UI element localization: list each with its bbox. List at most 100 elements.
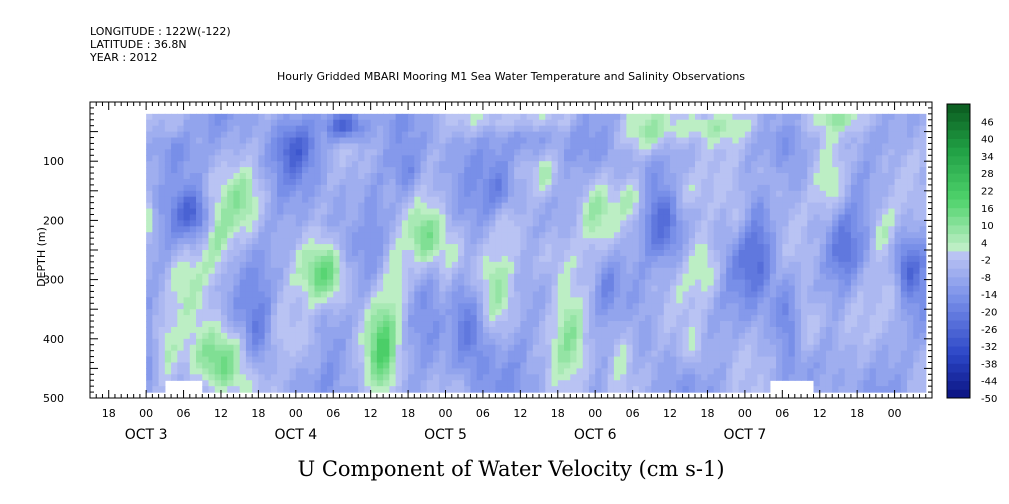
heatmap-cell <box>314 374 322 381</box>
heatmap-cell <box>601 113 609 121</box>
heatmap-cell <box>539 326 546 334</box>
heatmap-cell <box>457 332 465 340</box>
heatmap-cell <box>439 344 447 352</box>
heatmap-cell <box>264 137 272 145</box>
heatmap-cell <box>395 273 403 281</box>
heatmap-cell <box>645 362 652 369</box>
heatmap-cell <box>158 190 166 198</box>
heatmap-cell <box>807 113 815 121</box>
heatmap-cell <box>433 149 440 156</box>
heatmap-cell <box>564 291 571 298</box>
heatmap-cell <box>439 303 447 310</box>
heatmap-cell <box>433 368 440 375</box>
heatmap-cell <box>270 167 278 174</box>
heatmap-cell <box>376 315 384 322</box>
heatmap-cell <box>320 368 328 375</box>
heatmap-cell <box>439 255 447 263</box>
heatmap-cell <box>495 119 503 127</box>
heatmap-cell <box>439 279 447 287</box>
heatmap-cell <box>601 149 609 156</box>
heatmap-cell <box>364 155 372 162</box>
heatmap-cell <box>719 119 727 127</box>
heatmap-cell <box>376 386 384 393</box>
heatmap-cell <box>414 238 422 245</box>
heatmap-cell <box>252 291 259 298</box>
heatmap-cell <box>252 350 259 358</box>
heatmap-cell <box>227 255 235 263</box>
heatmap-cell <box>152 149 160 156</box>
heatmap-cell <box>164 143 172 150</box>
heatmap-cell <box>351 332 359 340</box>
heatmap-cell <box>183 350 191 358</box>
heatmap-cell <box>258 220 266 227</box>
heatmap-cell <box>239 368 247 375</box>
heatmap-cell <box>726 326 734 334</box>
heatmap-cell <box>794 173 802 180</box>
heatmap-cell <box>320 255 328 263</box>
heatmap-cell <box>389 309 397 316</box>
heatmap-cell <box>177 344 185 352</box>
heatmap-cell <box>351 261 359 269</box>
heatmap-cell <box>719 297 727 304</box>
heatmap-cell <box>245 285 253 293</box>
heatmap-cell <box>713 232 721 239</box>
heatmap-cell <box>807 315 815 322</box>
heatmap-cell <box>482 291 490 298</box>
heatmap-cell <box>302 279 309 287</box>
heatmap-cell <box>794 196 802 204</box>
heatmap-cell <box>314 155 322 162</box>
heatmap-cell <box>532 303 540 310</box>
heatmap-cell <box>719 220 727 227</box>
heatmap-cell <box>470 232 478 239</box>
heatmap-cell <box>420 321 428 328</box>
heatmap-cell <box>233 315 241 322</box>
heatmap-cell <box>414 273 422 281</box>
heatmap-cell <box>607 149 615 156</box>
heatmap-cell <box>501 380 509 387</box>
heatmap-cell <box>520 167 528 174</box>
heatmap-cell <box>401 285 409 293</box>
heatmap-cell <box>638 202 646 210</box>
heatmap-cell <box>277 368 284 375</box>
heatmap-cell <box>751 161 758 168</box>
heatmap-cell <box>576 155 584 162</box>
heatmap-cell <box>358 238 366 245</box>
heatmap-cell <box>794 368 802 375</box>
heatmap-cell <box>171 362 178 369</box>
heatmap-cell <box>308 350 316 358</box>
heatmap-cell <box>532 380 540 387</box>
heatmap-cell <box>214 321 222 328</box>
heatmap-cell <box>376 344 384 352</box>
heatmap-cell <box>726 238 734 245</box>
heatmap-cell <box>751 344 758 352</box>
heatmap-cell <box>158 315 166 322</box>
heatmap-cell <box>620 173 627 180</box>
heatmap-cell <box>688 309 696 316</box>
heatmap-cell <box>776 250 783 257</box>
heatmap-cell <box>270 143 278 150</box>
heatmap-cell <box>327 356 334 364</box>
heatmap-cell <box>464 267 472 275</box>
heatmap-cell <box>626 374 634 381</box>
heatmap-cell <box>757 291 765 298</box>
heatmap-cell <box>732 332 740 340</box>
heatmap-cell <box>701 208 709 216</box>
heatmap-cell <box>564 321 571 328</box>
heatmap-cell <box>526 208 534 216</box>
heatmap-cell <box>233 173 241 180</box>
heatmap-cell <box>370 226 378 233</box>
heatmap-cell <box>539 344 546 352</box>
heatmap-cell <box>364 380 372 387</box>
heatmap-cell <box>514 273 521 281</box>
heatmap-cell <box>582 285 590 293</box>
heatmap-cell <box>245 190 253 198</box>
heatmap-cell <box>383 113 390 121</box>
heatmap-cell <box>476 297 484 304</box>
heatmap-cell <box>158 380 166 387</box>
heatmap-cell <box>514 380 521 387</box>
heatmap-cell <box>645 113 652 121</box>
heatmap-cell <box>595 291 603 298</box>
heatmap-cell <box>776 113 783 121</box>
heatmap-cell <box>613 232 621 239</box>
heatmap-cell <box>289 338 297 346</box>
